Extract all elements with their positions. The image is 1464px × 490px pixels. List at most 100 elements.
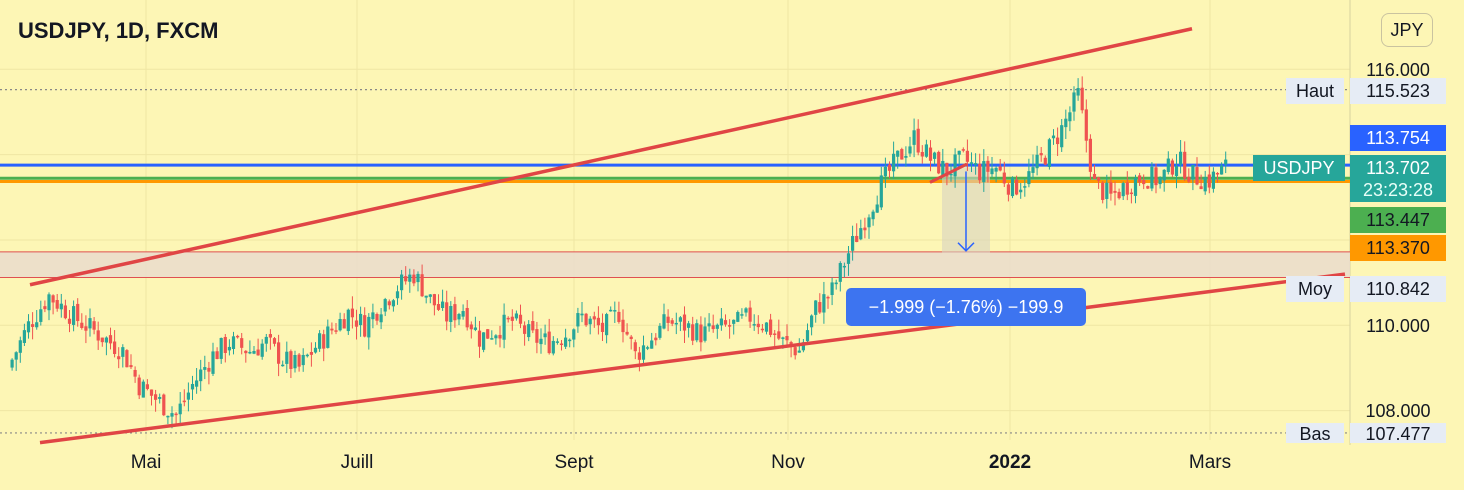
candle-body — [535, 329, 539, 343]
candle-body — [1162, 169, 1166, 181]
candle-body — [621, 319, 625, 333]
candle-body — [178, 403, 182, 415]
candle-body — [531, 321, 535, 331]
candle-body — [514, 313, 518, 319]
candle-body — [912, 130, 916, 145]
candle-body — [359, 313, 363, 326]
candle-body — [588, 318, 592, 325]
candle-body — [605, 314, 609, 336]
candle-body — [219, 337, 223, 359]
candle-body — [982, 161, 986, 183]
candle-body — [84, 326, 88, 331]
candle-body — [342, 319, 346, 329]
candle-body — [203, 367, 207, 370]
candle-body — [10, 359, 14, 368]
candle-body — [170, 413, 174, 417]
candle-body — [965, 150, 969, 162]
candle-body — [318, 333, 322, 349]
candle-body — [412, 274, 416, 284]
candle-body — [592, 316, 596, 320]
candle-body — [477, 330, 482, 347]
candle-body — [1109, 182, 1113, 194]
candle-body — [334, 330, 338, 332]
candle-body — [1064, 118, 1068, 128]
chart-title: USDJPY, 1D, FXCM — [18, 18, 219, 43]
candle-body — [1179, 151, 1183, 165]
candle-body — [600, 322, 605, 332]
candle-body — [1084, 109, 1088, 141]
candle-body — [896, 150, 900, 157]
candle-body — [1047, 139, 1051, 167]
candle-body — [1056, 137, 1060, 145]
currency-button[interactable]: JPY — [1381, 13, 1433, 47]
candle-body — [133, 369, 137, 377]
candle-body — [371, 312, 375, 320]
candle-body — [674, 322, 678, 325]
candle-body — [998, 166, 1002, 171]
candle-body — [682, 314, 687, 331]
candle-body — [568, 339, 572, 342]
candle-body — [1211, 171, 1215, 189]
candle-body — [781, 337, 785, 339]
candle-body — [769, 319, 773, 335]
symbol-tag: USDJPY — [1253, 155, 1345, 181]
candle-body — [43, 306, 47, 310]
candle-body — [207, 367, 211, 372]
candle-body — [1117, 191, 1121, 199]
candle-body — [408, 274, 412, 282]
candle-body — [986, 160, 990, 172]
candle-body — [244, 350, 248, 354]
candle-body — [383, 299, 387, 312]
candle-body — [1002, 172, 1006, 184]
candle-body — [814, 300, 818, 315]
candle-body — [141, 381, 145, 398]
price-tag-blue: 113.754 — [1350, 125, 1446, 151]
candle-body — [687, 323, 691, 328]
candle-body — [1105, 182, 1109, 199]
low-value-tag: 107.477 — [1350, 423, 1446, 443]
candle-body — [756, 323, 760, 328]
candle-body — [625, 331, 629, 335]
measurement-label[interactable]: −1.999 (−1.76%) −199.9 — [846, 288, 1086, 326]
candle-body — [974, 163, 978, 165]
candle-body — [129, 365, 133, 368]
candle-body — [801, 342, 805, 351]
candle-body — [432, 294, 436, 306]
candle-body — [59, 303, 63, 310]
candle-body — [633, 342, 637, 352]
candle-body — [510, 316, 514, 321]
candle-body — [309, 352, 313, 355]
candle-body — [1035, 154, 1039, 169]
candle-body — [527, 324, 531, 338]
candle-body — [900, 149, 904, 160]
candle-body — [580, 313, 584, 316]
candle-body — [1215, 172, 1220, 175]
candle-body — [195, 380, 199, 387]
x-tick-label: Juill — [340, 452, 374, 473]
candle-body — [744, 308, 748, 313]
candle-body — [916, 128, 920, 153]
candle-body — [1220, 165, 1224, 175]
candle-body — [518, 314, 523, 324]
candle-body — [559, 343, 564, 346]
candle-body — [1129, 192, 1133, 195]
candle-body — [199, 369, 203, 382]
candle-body — [654, 337, 658, 341]
candle-body — [1031, 167, 1035, 173]
candle-body — [1010, 177, 1015, 197]
candle-body — [453, 304, 457, 321]
candle-body — [1150, 166, 1154, 189]
candle-body — [326, 326, 330, 348]
candle-body — [322, 334, 326, 349]
candle-body — [108, 335, 113, 344]
candle-body — [662, 314, 666, 329]
candle-body — [330, 328, 334, 331]
candle-body — [629, 336, 633, 340]
candle-body — [215, 351, 219, 360]
candle-body — [1174, 166, 1179, 177]
candle-body — [933, 152, 937, 159]
candle-body — [1023, 186, 1027, 188]
candle-body — [182, 400, 186, 403]
candle-body — [1224, 159, 1228, 165]
